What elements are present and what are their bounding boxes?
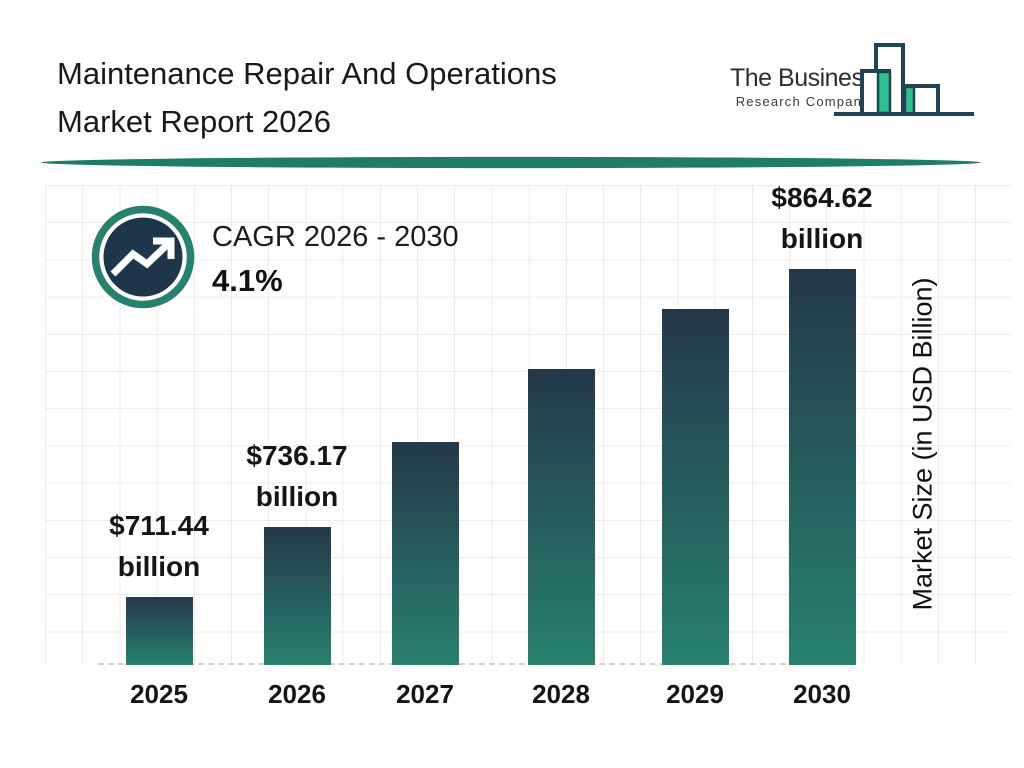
divider-ellipse [41,156,981,169]
baseline-dashed [98,663,856,665]
company-logo-text: The Business Research Company [730,64,876,109]
bar-2026 [263,527,331,665]
bar-2027 [391,442,459,665]
value-label-2030: $864.62 billion [771,182,873,254]
x-tick-2029: 2029 [666,679,724,709]
value-label-2026: $736.17 billion [246,440,348,512]
y-axis-label: Market Size (in USD Billion) [907,277,938,611]
bar-group-2025: $711.44 billion 2025 [109,510,209,709]
bar-group-2027: 2027 [391,442,459,709]
bar-2025 [125,597,193,665]
x-tick-2028: 2028 [532,679,590,709]
page-title: Maintenance Repair And Operations Market… [57,50,557,146]
bar-2030 [788,269,856,665]
bar-group-2029: 2029 [661,309,729,709]
logo-bars-icon [834,43,974,116]
cagr-period-label: CAGR 2026 - 2030 [212,221,459,253]
trend-up-icon [91,205,195,309]
value-label-2025: $711.44 billion [109,510,209,582]
x-tick-2026: 2026 [268,679,326,709]
company-name: The Business [730,64,876,92]
company-subtitle: Research Company [735,94,870,109]
x-tick-2025: 2025 [130,679,188,709]
cagr-value: 4.1% [212,263,283,298]
x-tick-2027: 2027 [396,679,454,709]
x-tick-2030: 2030 [793,679,851,709]
bar-2029 [661,309,729,665]
bar-group-2028: 2028 [527,369,595,709]
company-logo: The Business Research Company [718,38,998,124]
page-title-line1: Maintenance Repair And Operations [57,56,557,91]
bar-group-2030: $864.62 billion 2030 [771,182,872,709]
bar-group-2026: $736.17 billion 2026 [246,440,347,709]
bar-2028 [527,369,595,665]
page-title-line2: Market Report 2026 [57,104,331,139]
